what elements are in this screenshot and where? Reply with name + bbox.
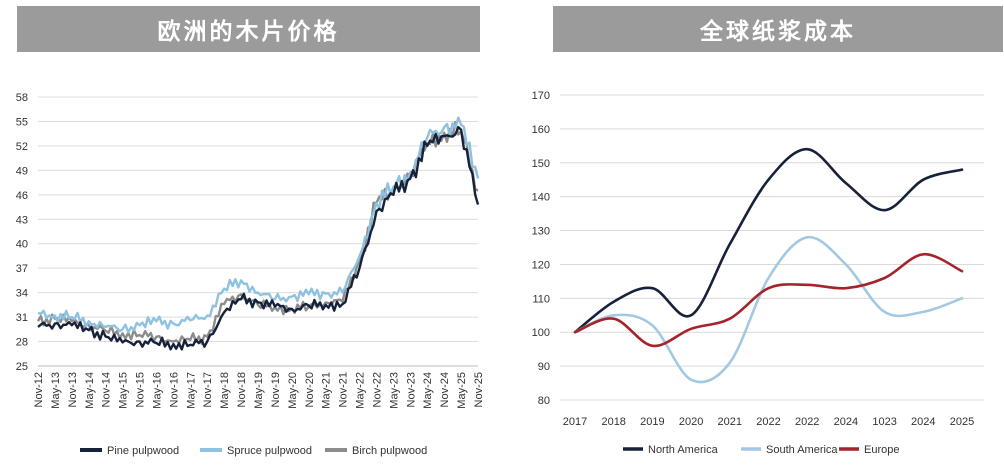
x-tick-label: May-20 bbox=[287, 372, 299, 409]
y-tick-label: 150 bbox=[532, 158, 550, 170]
y-tick-label: 40 bbox=[16, 239, 28, 251]
y-tick-label: 110 bbox=[532, 293, 550, 305]
x-tick-label: May-25 bbox=[456, 372, 468, 409]
x-tick-label: 2022 bbox=[795, 416, 819, 428]
x-tick-label: May-24 bbox=[422, 372, 434, 409]
x-tick-label: May-18 bbox=[219, 372, 231, 409]
y-tick-label: 43 bbox=[16, 214, 28, 226]
y-tick-label: 55 bbox=[16, 116, 28, 128]
x-tick-label: Nov-25 bbox=[473, 372, 485, 407]
series-line-pine-pulpwood bbox=[37, 126, 480, 351]
x-tick-label: 2020 bbox=[679, 416, 703, 428]
x-tick-label: May-19 bbox=[253, 372, 265, 409]
x-tick-label: May-17 bbox=[185, 372, 197, 409]
x-tick-label: Nov-16 bbox=[168, 372, 180, 407]
y-tick-label: 31 bbox=[16, 312, 28, 324]
x-tick-label: Nov-24 bbox=[439, 372, 451, 407]
legend-label: North America bbox=[648, 444, 719, 456]
y-tick-label: 90 bbox=[538, 361, 550, 373]
x-tick-label: 2018 bbox=[601, 416, 625, 428]
x-tick-label: Nov-21 bbox=[338, 372, 350, 407]
y-tick-label: 140 bbox=[532, 192, 550, 204]
series-line-north-america bbox=[573, 147, 964, 334]
x-tick-label: May-14 bbox=[84, 372, 96, 409]
y-tick-label: 170 bbox=[532, 90, 550, 102]
x-tick-label: Nov-22 bbox=[371, 372, 383, 407]
legend-label: Pine pulpwood bbox=[107, 445, 179, 457]
x-tick-label: Nov-20 bbox=[304, 372, 316, 407]
legend-label: Birch pulpwood bbox=[352, 445, 427, 457]
x-tick-label: Nov-18 bbox=[236, 372, 248, 407]
legend-label: Europe bbox=[864, 444, 899, 456]
y-tick-label: 34 bbox=[16, 288, 28, 300]
y-tick-label: 100 bbox=[532, 327, 550, 339]
y-tick-label: 37 bbox=[16, 263, 28, 275]
x-tick-label: May-15 bbox=[118, 372, 130, 409]
series-line-europe bbox=[573, 252, 964, 348]
wood-chip-price-chart: 25 28 31 34 37 40 43 46 49 52 55 58 Nov-12 May-13 Nov-… bbox=[16, 92, 485, 457]
x-tick-label: May-23 bbox=[388, 372, 400, 409]
y-tick-label: 49 bbox=[16, 165, 28, 177]
x-tick-label: 2025 bbox=[950, 416, 974, 428]
x-tick-label: May-21 bbox=[321, 372, 333, 409]
x-tick-label: 2019 bbox=[640, 416, 664, 428]
x-tick-label: May-16 bbox=[151, 372, 163, 409]
x-tick-label: 2022 bbox=[756, 416, 780, 428]
x-tick-label: May-22 bbox=[355, 372, 367, 409]
x-tick-label: Nov-15 bbox=[135, 372, 147, 407]
x-tick-label: Nov-19 bbox=[270, 372, 282, 407]
y-tick-label: 46 bbox=[16, 190, 28, 202]
y-tick-label: 58 bbox=[16, 92, 28, 104]
series-line-spruce-pulpwood bbox=[37, 116, 480, 334]
x-tick-label: 1023 bbox=[872, 416, 896, 428]
left-chart-panel: 欧洲的木片价格 25 28 31 34 37 40 43 46 49 52 55 58 Nov-12 Ma… bbox=[0, 0, 497, 471]
y-tick-label: 52 bbox=[16, 141, 28, 153]
series-line-south-america bbox=[573, 235, 964, 384]
y-tick-label: 25 bbox=[16, 361, 28, 373]
x-tick-label: Nov-23 bbox=[405, 372, 417, 407]
y-tick-label: 80 bbox=[538, 395, 550, 407]
x-tick-label: Nov-17 bbox=[202, 372, 214, 407]
right-chart-title: 全球纸浆成本 bbox=[553, 6, 1003, 52]
series-line-birch-pulpwood bbox=[36, 120, 479, 345]
x-tick-label: 2017 bbox=[563, 416, 587, 428]
x-tick-label: Nov-13 bbox=[67, 372, 79, 407]
x-tick-label: 2024 bbox=[911, 416, 935, 428]
y-tick-label: 160 bbox=[532, 124, 550, 136]
pulp-cost-chart: 80 90 100 110 120 130 140 150 160 170 2017 2018 2019… bbox=[532, 90, 984, 456]
y-tick-label: 28 bbox=[16, 337, 28, 349]
x-tick-label: 2021 bbox=[718, 416, 742, 428]
y-tick-label: 120 bbox=[532, 259, 550, 271]
legend-label: South America bbox=[766, 444, 838, 456]
right-chart-panel: 全球纸浆成本 80 90 100 110 120 130 140 150 160 170 2017 2… bbox=[532, 0, 1004, 471]
x-tick-label: 2024 bbox=[834, 416, 858, 428]
x-tick-label: Nov-14 bbox=[101, 372, 113, 407]
y-tick-label: 130 bbox=[532, 226, 550, 238]
left-chart-title: 欧洲的木片价格 bbox=[17, 6, 480, 52]
legend-label: Spruce pulpwood bbox=[227, 445, 312, 457]
x-tick-label: May-13 bbox=[50, 372, 62, 409]
x-tick-label: Nov-12 bbox=[33, 372, 45, 407]
